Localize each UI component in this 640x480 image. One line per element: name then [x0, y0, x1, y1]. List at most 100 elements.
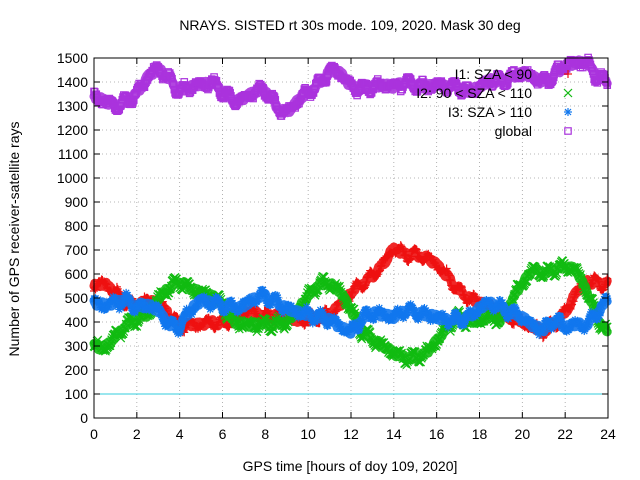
axis-ticks: 0100200300400500600700800900100011001200… — [57, 50, 616, 442]
x-tick-label: 4 — [176, 426, 184, 442]
y-tick-label: 400 — [65, 314, 89, 330]
data-point — [577, 277, 587, 287]
data-point — [444, 271, 453, 280]
data-point — [166, 284, 175, 294]
data-point — [402, 360, 412, 370]
data-point — [401, 250, 410, 259]
x-tick-label: 24 — [600, 426, 616, 442]
y-tick-label: 700 — [65, 242, 89, 258]
data-point — [283, 320, 292, 330]
y-tick-label: 1200 — [57, 122, 88, 138]
y-tick-label: 1100 — [58, 146, 88, 162]
x-tick-label: 12 — [343, 426, 359, 442]
y-tick-label: 1300 — [57, 98, 88, 114]
data-point — [472, 294, 481, 303]
data-point — [259, 84, 267, 92]
legend-label: I1: SZA < 90 — [455, 66, 533, 82]
data-point — [120, 323, 130, 333]
y-tick-label: 600 — [65, 266, 89, 282]
legend: I1: SZA < 90 I2: 90 < SZA < 110 I3: SZA > … — [416, 66, 573, 139]
data-point — [433, 336, 443, 346]
data-point — [499, 302, 508, 311]
data-point — [376, 266, 385, 275]
data-point — [405, 73, 413, 82]
data-point — [314, 281, 324, 291]
legend-label: I2: 90 < SZA < 110 — [416, 85, 532, 101]
series-2 — [89, 256, 612, 370]
y-tick-label: 200 — [65, 362, 89, 378]
x-tick-label: 0 — [90, 426, 98, 442]
data-point — [336, 287, 346, 297]
data-point — [322, 77, 331, 86]
data-point — [443, 88, 452, 97]
data-point — [249, 305, 258, 314]
data-point — [549, 73, 558, 82]
data-point — [431, 259, 440, 268]
data-point — [112, 282, 121, 291]
data-point — [404, 355, 414, 365]
data-point — [129, 96, 138, 104]
data-point — [347, 288, 356, 297]
data-point — [457, 282, 466, 291]
data-point — [175, 90, 183, 98]
data-point — [444, 269, 453, 278]
data-point — [602, 278, 611, 287]
data-point — [603, 274, 612, 283]
data-point — [460, 320, 469, 329]
data-point — [114, 287, 123, 296]
data-point — [348, 82, 357, 90]
data-point — [376, 262, 385, 271]
legend-symbol — [564, 70, 572, 78]
data-point — [338, 290, 348, 300]
data-point — [503, 81, 511, 89]
data-point — [572, 264, 582, 274]
y-tick-label: 1000 — [57, 170, 88, 186]
y-tick-label: 500 — [65, 290, 89, 306]
legend-symbol — [564, 108, 572, 116]
x-tick-label: 20 — [515, 426, 531, 442]
data-point — [207, 318, 216, 327]
data-point — [114, 106, 123, 114]
data-point — [257, 82, 266, 91]
y-tick-label: 0 — [80, 410, 88, 426]
data-point — [318, 307, 327, 316]
data-point — [558, 256, 568, 266]
data-point — [169, 80, 178, 89]
x-tick-label: 10 — [300, 426, 316, 442]
data-point — [443, 267, 452, 276]
data-point — [225, 86, 234, 95]
data-point — [593, 274, 602, 283]
data-point — [566, 304, 575, 313]
data-point — [459, 290, 468, 299]
data-point — [354, 88, 362, 97]
x-axis-label: GPS time [hours of doy 109, 2020] — [243, 458, 458, 474]
data-point — [435, 334, 445, 343]
y-tick-label: 1400 — [57, 74, 88, 90]
data-point — [102, 280, 111, 289]
data-point — [323, 72, 332, 80]
chart-title: NRAYS. SISTED rt 30s mode. 109, 2020. Ma… — [179, 17, 520, 33]
data-point — [128, 100, 137, 108]
data-point — [548, 77, 556, 86]
data-point — [269, 92, 278, 100]
data-point — [509, 320, 518, 329]
data-point — [362, 278, 371, 287]
data-point — [204, 313, 213, 322]
data-point — [210, 325, 219, 334]
data-point — [594, 275, 603, 284]
data-point — [152, 61, 161, 69]
data-point — [129, 98, 137, 106]
series-3 — [89, 285, 612, 340]
y-tick-label: 300 — [65, 338, 89, 354]
data-point — [397, 242, 406, 251]
data-point — [378, 258, 387, 267]
data-point — [496, 72, 504, 81]
data-point — [592, 77, 601, 86]
data-point — [413, 248, 422, 257]
data-point — [106, 338, 116, 348]
legend-symbol — [563, 88, 573, 98]
data-point — [163, 291, 172, 301]
data-point — [547, 78, 556, 87]
data-point — [598, 69, 607, 78]
